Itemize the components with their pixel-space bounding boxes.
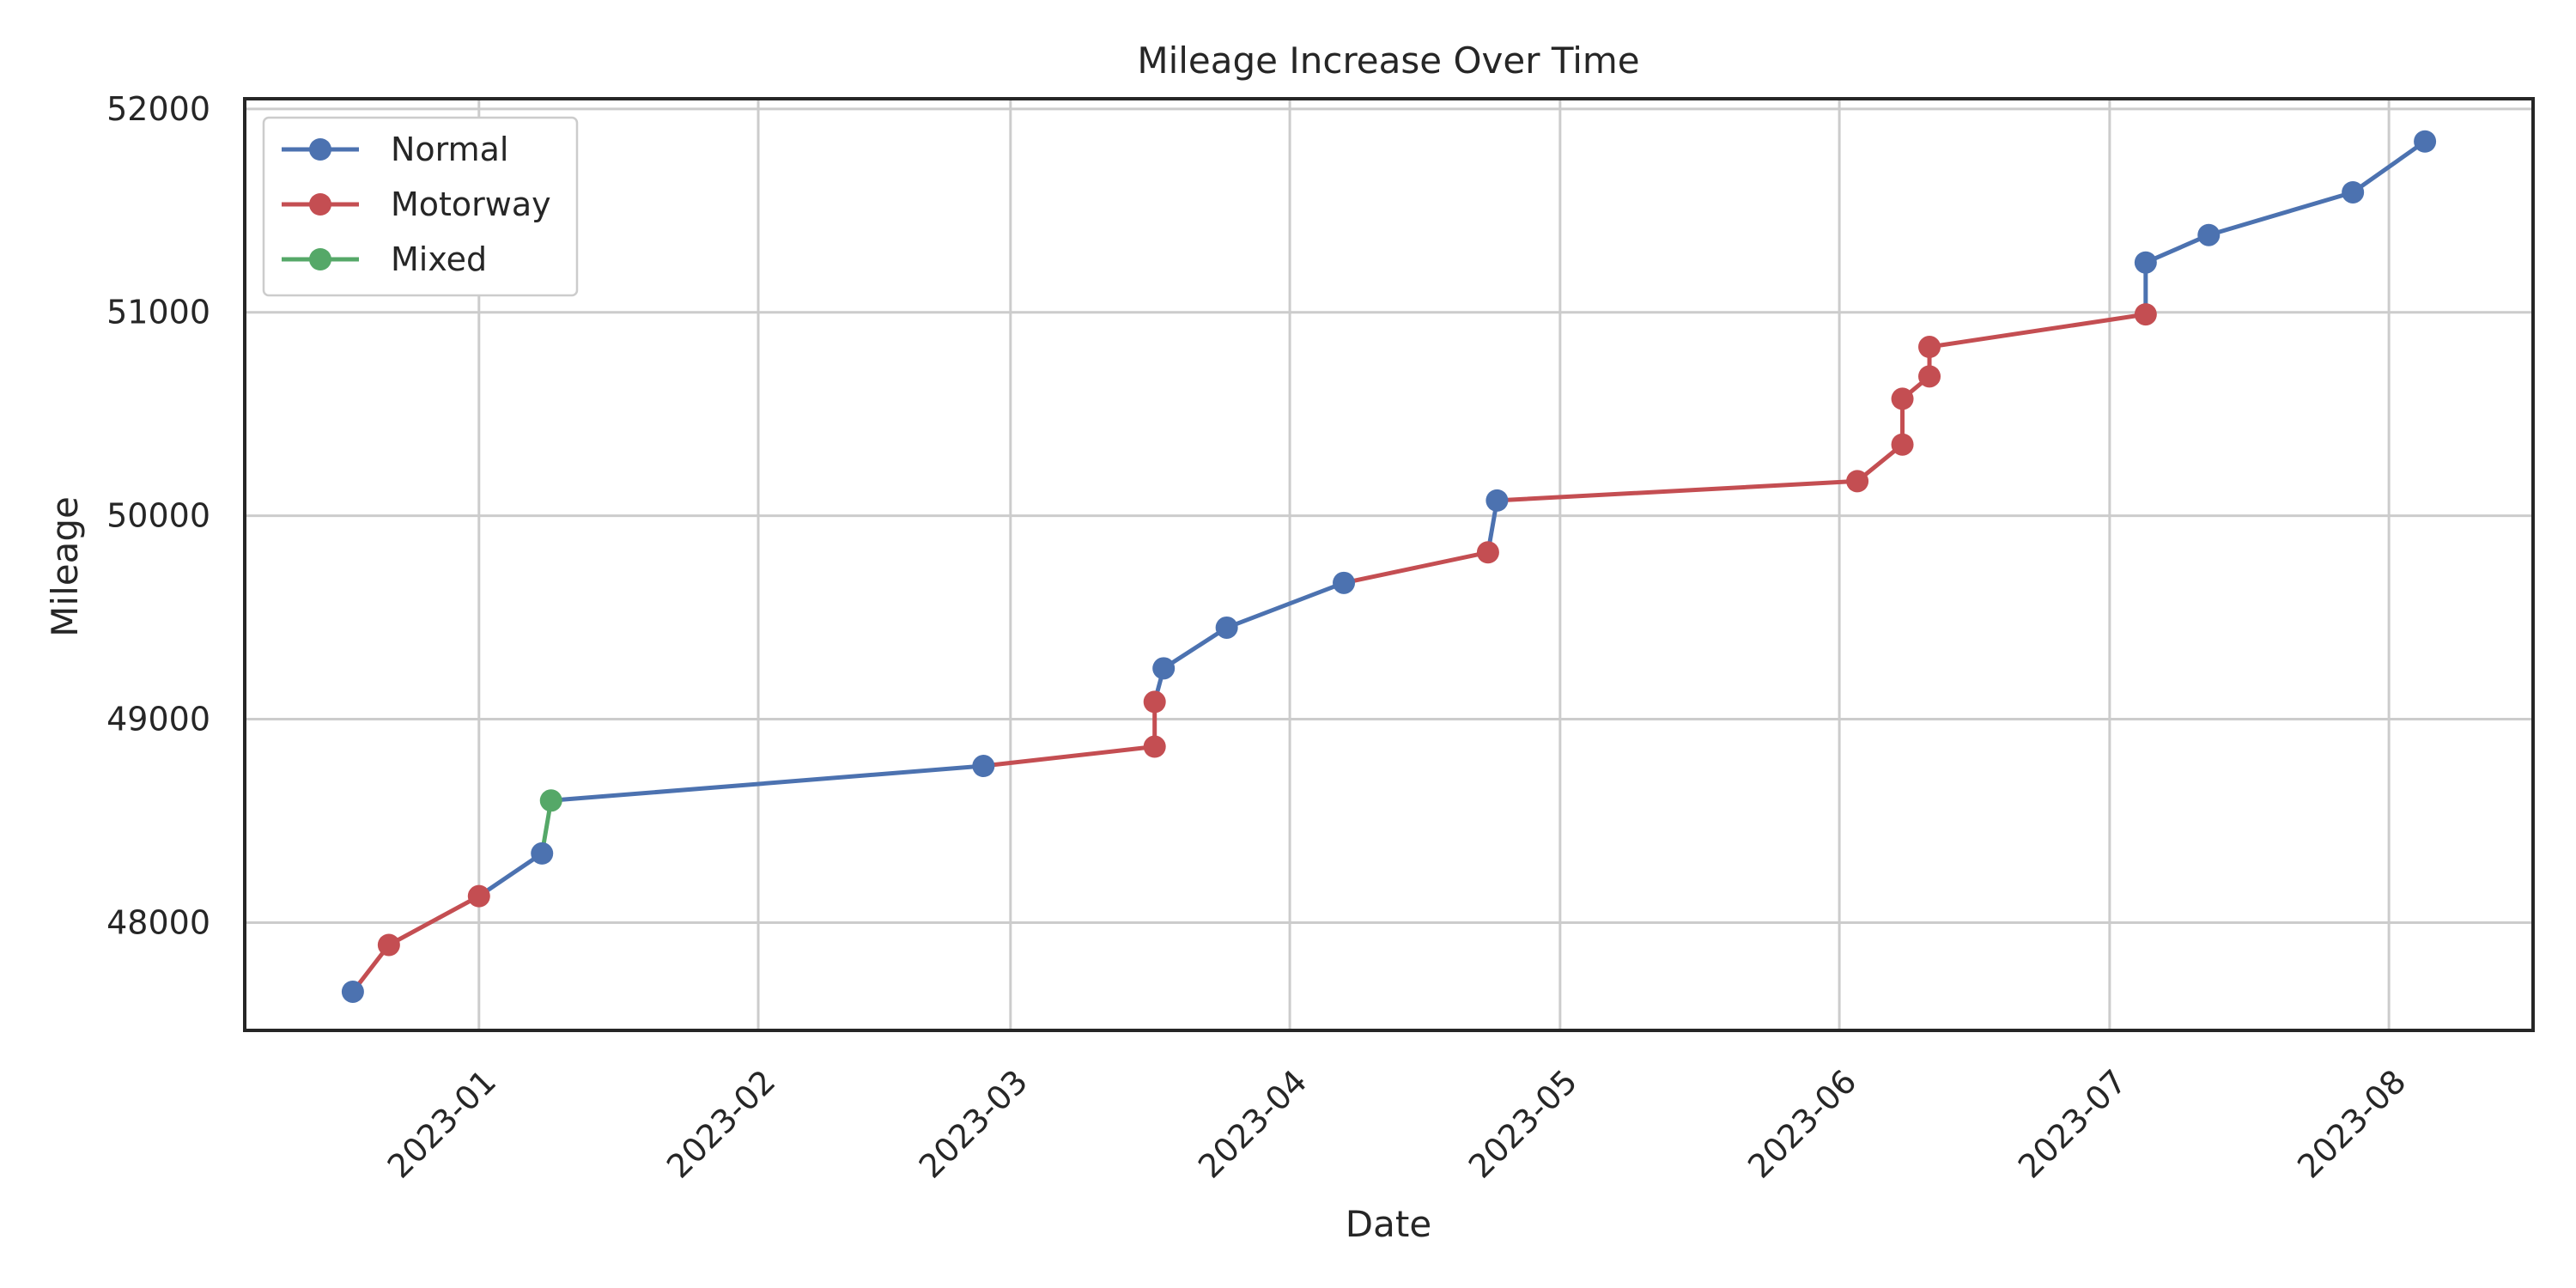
legend-marker [309, 248, 331, 270]
point-normal [1333, 571, 1356, 594]
point-motorway [1891, 433, 1914, 456]
point-normal [972, 755, 995, 778]
point-motorway [1891, 387, 1914, 410]
segment-normal [2206, 190, 2355, 238]
point-normal [2197, 223, 2221, 246]
segment-motorway [386, 894, 482, 948]
point-motorway [377, 933, 400, 957]
legend-marker [309, 138, 331, 161]
segment-motorway [1494, 478, 1860, 503]
legend-item-normal: Normal [282, 131, 509, 168]
grid [245, 99, 2533, 1030]
segment-normal [2350, 139, 2427, 195]
segment-motorway [981, 744, 1157, 769]
segment-normal [477, 851, 544, 899]
point-motorway [1476, 541, 1499, 564]
point-motorway [1143, 690, 1166, 714]
legend-label: Normal [391, 131, 509, 168]
segment-normal [549, 763, 986, 803]
plot-frame [243, 97, 2535, 1032]
legend-frame [262, 116, 579, 297]
segment-normal [2143, 233, 2211, 265]
point-normal [531, 841, 554, 865]
y-tick-label: 52000 [106, 90, 210, 128]
point-normal [341, 980, 364, 1003]
segment-motorway [1341, 550, 1491, 586]
data-points [341, 130, 2437, 1003]
y-tick-label: 48000 [106, 903, 210, 941]
y-tick-label: 51000 [106, 294, 210, 331]
y-axis-title: Mileage [44, 496, 86, 637]
segment-normal [1224, 580, 1346, 630]
point-normal [1152, 657, 1176, 680]
legend: Normal Motorway Mixed [262, 116, 579, 297]
legend-label: Mixed [391, 240, 487, 278]
legend-label: Motorway [391, 185, 551, 223]
legend-item-motorway: Motorway [282, 185, 551, 223]
point-normal [1215, 616, 1238, 639]
legend-item-mixed: Mixed [282, 240, 487, 278]
point-motorway [1918, 365, 1941, 388]
chart-title: Mileage Increase Over Time [1137, 39, 1639, 82]
point-motorway [2134, 303, 2157, 326]
point-mixed [539, 789, 562, 812]
segment-motorway [1927, 312, 2148, 349]
y-tick-label: 49000 [106, 701, 210, 738]
point-normal [2134, 251, 2157, 274]
point-motorway [1918, 336, 1941, 359]
y-tick-labels: 48000 49000 50000 51000 52000 [106, 90, 210, 942]
point-normal [2342, 180, 2365, 204]
point-motorway [1143, 735, 1166, 758]
point-normal [2414, 130, 2437, 153]
point-motorway [467, 884, 490, 908]
point-normal [1485, 489, 1509, 512]
y-tick-label: 50000 [106, 497, 210, 535]
legend-marker [309, 193, 331, 216]
segment-normal [1161, 625, 1230, 671]
x-axis-title: Date [1346, 1203, 1431, 1245]
point-motorway [1846, 470, 1869, 493]
